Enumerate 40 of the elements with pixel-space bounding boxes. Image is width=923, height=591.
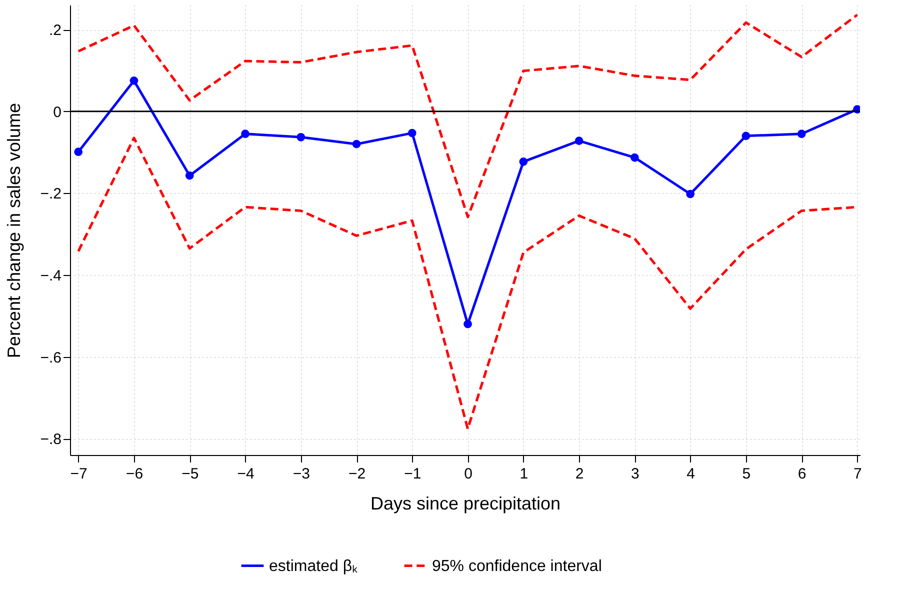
- y-tick-label: −.8: [40, 431, 62, 448]
- point: [352, 140, 361, 148]
- x-tick-label: 2: [575, 466, 584, 482]
- point: [185, 171, 194, 180]
- point: [630, 153, 639, 162]
- x-axis-title: Days since precipitation: [370, 494, 561, 514]
- x-tick-label: 3: [631, 466, 640, 482]
- y-tick-label: .2: [48, 22, 62, 40]
- legend-label: 95% confidence interval: [432, 558, 602, 575]
- y-tick-label: −.6: [40, 349, 62, 366]
- line-series: [77, 14, 858, 218]
- x-tick-label: 6: [798, 466, 806, 482]
- point: [464, 320, 472, 328]
- point: [296, 132, 306, 142]
- x-tick-label: 0: [464, 466, 472, 482]
- x-tick-label: −3: [292, 466, 310, 482]
- point: [742, 132, 750, 140]
- legend-label: estimated βₖ: [269, 558, 358, 575]
- point: [241, 130, 250, 138]
- y-tick-label: 0: [53, 104, 62, 121]
- point: [74, 148, 83, 156]
- point: [797, 130, 806, 138]
- x-tick-label: −2: [348, 466, 366, 482]
- x-tick-label: 1: [520, 466, 528, 482]
- x-tick-label: −6: [126, 466, 144, 482]
- point: [519, 158, 528, 166]
- x-tick-label: −5: [182, 466, 199, 482]
- x-tick-label: −1: [404, 466, 422, 482]
- y-tick-label: −.4: [40, 268, 62, 284]
- x-tick-label: 5: [742, 466, 751, 482]
- x-tick-label: −4: [237, 466, 254, 482]
- x-tick-label: −7: [70, 466, 88, 482]
- x-tick-label: 4: [686, 466, 695, 482]
- point: [408, 128, 416, 138]
- y-tick-label: −.2: [40, 186, 62, 203]
- point: [130, 76, 138, 85]
- point: [574, 136, 584, 145]
- y-axis-title: Percent change in sales volume: [4, 102, 24, 358]
- point: [686, 190, 694, 198]
- x-tick-label: 7: [854, 466, 862, 482]
